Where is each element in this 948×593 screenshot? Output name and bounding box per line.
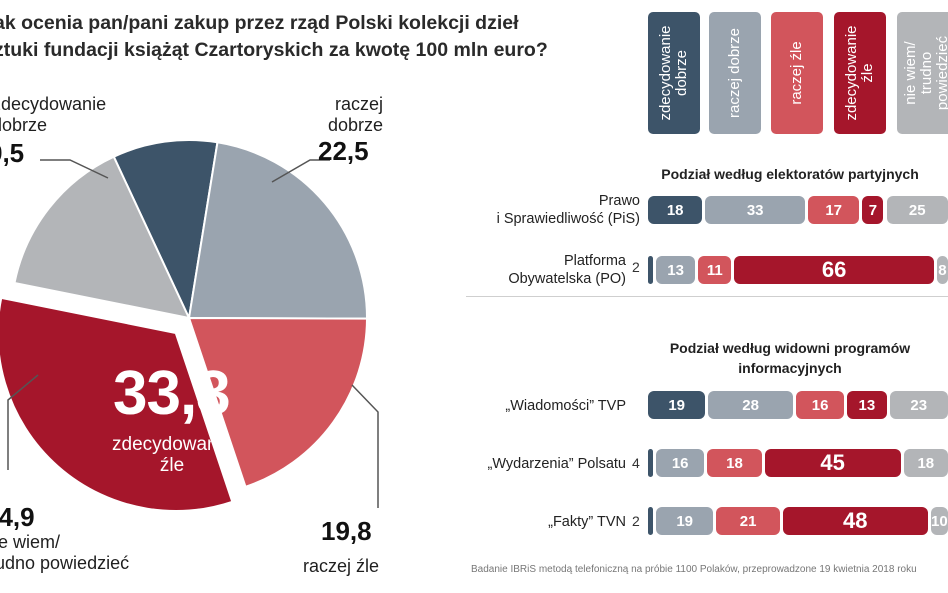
label-zdecydowanie-zle-line-1: zdecydowanie: [112, 434, 233, 455]
small-value-tvn: 2: [632, 513, 640, 529]
label-zdecydowanie-zle-line-2: źle: [159, 455, 185, 476]
label-zdecydowanie-dobrze: zdecydowanie dobrze: [0, 94, 106, 136]
small-value-po: 2: [632, 259, 640, 275]
bar-wydarzenia-polsatu-raczej-dobrze: 16: [656, 449, 705, 477]
legend-raczej-zle-text: raczej źle: [788, 41, 805, 105]
value-raczej-dobrze: 22,5: [318, 136, 369, 166]
row-label-tvn: „Fakty” TVN: [548, 514, 626, 530]
row-label-pis-line-1: Prawo: [598, 193, 640, 209]
bar-fakty-tvn-zdecydowanie-zle: 48: [782, 507, 928, 535]
bar-prawo-i-sprawiedliwosc-pis-raczej-zle: 17: [808, 196, 860, 224]
bar-wydarzenia-polsatu-nie-wiem-trudno-powiedziec: 18: [903, 449, 948, 477]
bar-platforma-obywatelska-po-raczej-zle: 11: [698, 256, 732, 284]
pie-slice-zdecydowanie-zle: [0, 296, 234, 512]
row-label-po-line-2: Obywatelska (PO): [508, 271, 626, 287]
row-label-pis-line-2: i Sprawiedliwość (PiS): [496, 211, 640, 227]
small-value-polsat: 4: [632, 455, 640, 471]
label-zdecydowanie-dobrze-line-1: zdecydowanie: [0, 94, 107, 114]
leader-line-raczej-dobrze: [271, 159, 330, 183]
bar-prawo-i-sprawiedliwosc-pis-nie-wiem-trudno-powiedziec: 25: [886, 196, 948, 224]
pie-chart: [0, 139, 379, 512]
bar-prawo-i-sprawiedliwosc-pis-zdecydowanie-dobrze: 18: [648, 196, 703, 224]
legend-nie-wiem: nie wiem/ trudno powiedzieć: [897, 12, 948, 134]
footnote: Badanie IBRiS metodą telefoniczną na pró…: [471, 564, 917, 575]
pie-slice-nie-wiem-trudno-powiedziec: [13, 155, 191, 320]
bar-platforma-obywatelska-po-raczej-dobrze: 13: [656, 256, 696, 284]
label-raczej-zle: raczej źle: [303, 556, 380, 576]
label-raczej-dobrze: raczej dobrze: [323, 94, 383, 136]
bar-platforma-obywatelska-po-nie-wiem-trudno-powiedziec: 8: [936, 256, 948, 284]
legend-zdecydowanie-dobrze-text: zdecydowanie dobrze: [657, 25, 690, 121]
legend-raczej-dobrze: raczej dobrze: [709, 12, 761, 134]
bar-fakty-tvn-raczej-dobrze: 19: [656, 507, 714, 535]
bar-wiadomosci-tvp-raczej-dobrze: 28: [708, 391, 793, 419]
value-zdecydowanie-zle: 33,3: [113, 359, 231, 428]
bar-platforma-obywatelska-po-zdecydowanie-dobrze: [648, 256, 653, 284]
legend-zdecydowanie-zle-text: zdecydowanie źle: [843, 25, 876, 121]
leader-line-zdecydowanie-dobrze: [40, 159, 109, 179]
bar-wydarzenia-polsatu-zdecydowanie-dobrze: [648, 449, 653, 477]
label-raczej-dobrze-line-1: raczej: [334, 94, 383, 114]
bar-wiadomosci-tvp-zdecydowanie-dobrze: 19: [648, 391, 706, 419]
label-zdecydowanie-zle: zdecydowanie źle: [112, 434, 232, 476]
bar-prawo-i-sprawiedliwosc-pis-raczej-dobrze: 33: [705, 196, 806, 224]
leader-line-nie-wiem: [7, 374, 39, 470]
pie-slice-zdecydowanie-dobrze: [112, 139, 219, 322]
legend-nie-wiem-text: nie wiem/ trudno powiedzieć: [902, 35, 948, 111]
bar-wydarzenia-polsatu-raczej-zle: 18: [707, 449, 762, 477]
chart-title: ak ocenia pan/pani zakup przez rząd Pols…: [0, 10, 634, 64]
value-zdecydowanie-dobrze: 9,5: [0, 138, 25, 168]
bar-fakty-tvn-nie-wiem-trudno-powiedziec: 10: [930, 507, 948, 535]
bar-prawo-i-sprawiedliwosc-pis-zdecydowanie-zle: 7: [862, 196, 884, 224]
value-nie-wiem: 14,9: [0, 502, 35, 532]
label-raczej-dobrze-line-2: dobrze: [327, 115, 383, 135]
bar-fakty-tvn-raczej-zle: 21: [716, 507, 780, 535]
section-divider: [466, 296, 948, 297]
legend-zdecydowanie-dobrze: zdecydowanie dobrze: [648, 12, 700, 134]
bar-fakty-tvn-zdecydowanie-dobrze: [648, 507, 653, 535]
bar-wiadomosci-tvp-nie-wiem-trudno-powiedziec: 23: [889, 391, 948, 419]
label-nie-wiem-line-1: nie wiem/: [0, 532, 61, 552]
bar-wiadomosci-tvp-raczej-zle: 16: [795, 391, 845, 419]
section-title-programs: Podział według widowni programów informa…: [640, 338, 940, 378]
legend-zdecydowanie-zle: zdecydowanie źle: [834, 12, 886, 134]
row-label-polsat: „Wydarzenia” Polsatu: [487, 456, 626, 472]
chart-title-line-2: ztuki fundacji książąt Czartoryskich za …: [0, 39, 548, 61]
leader-line-raczej-zle: [351, 384, 379, 508]
row-label-tvp: „Wiadomości” TVP: [505, 398, 626, 414]
section-title-party: Podział według elektoratów partyjnych: [661, 166, 919, 182]
label-nie-wiem-line-2: trudno powiedzieć: [0, 553, 130, 573]
chart-title-line-1: ak ocenia pan/pani zakup przez rząd Pols…: [0, 12, 519, 34]
section-title-programs-line-1: Podział według widowni programów: [669, 340, 911, 356]
section-title-programs-line-2: informacyjnych: [738, 360, 842, 376]
bar-wiadomosci-tvp-zdecydowanie-zle: 13: [847, 391, 887, 419]
value-raczej-zle: 19,8: [321, 516, 372, 546]
row-label-pis: Prawo i Sprawiedliwość (PiS): [466, 192, 640, 228]
row-label-po-line-1: Platforma: [563, 253, 626, 269]
bar-platforma-obywatelska-po-zdecydowanie-zle: 66: [734, 256, 934, 284]
label-zdecydowanie-dobrze-line-2: dobrze: [0, 115, 48, 135]
pie-slice-raczej-dobrze: [187, 141, 368, 320]
bar-wydarzenia-polsatu-zdecydowanie-zle: 45: [764, 449, 901, 477]
label-nie-wiem: nie wiem/ trudno powiedzieć: [0, 532, 129, 574]
legend-raczej-zle: raczej źle: [771, 12, 823, 134]
pie-slice-raczej-zle: [187, 316, 369, 489]
row-label-po: Platforma Obywatelska (PO): [466, 252, 626, 288]
legend-raczej-dobrze-text: raczej dobrze: [726, 27, 743, 119]
